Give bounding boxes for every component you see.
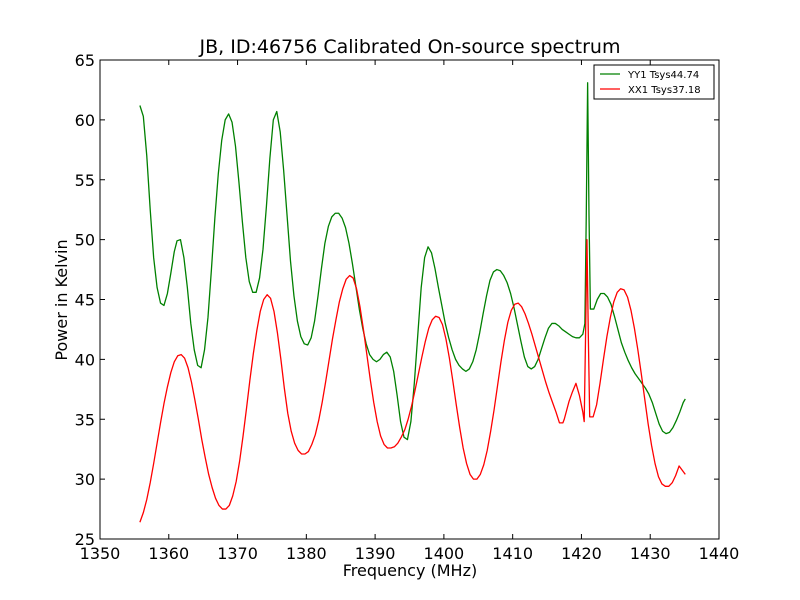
plot-area [100, 60, 719, 539]
x-tick-label: 1350 [80, 544, 121, 563]
legend: YY1 Tsys44.74 XX1 Tsys37.18 [593, 64, 715, 100]
y-tick-label: 50 [75, 231, 95, 250]
y-tick-label: 35 [75, 410, 95, 429]
y-tick-label: 30 [75, 470, 95, 489]
x-tick-label: 1430 [630, 544, 671, 563]
x-tick-label: 1390 [355, 544, 396, 563]
y-tick-label: 25 [75, 530, 95, 549]
y-tick-label: 65 [75, 51, 95, 70]
x-tick-label: 1440 [699, 544, 740, 563]
chart-title: JB, ID:46756 Calibrated On-source spectr… [199, 36, 621, 58]
y-tick-label: 55 [75, 171, 95, 190]
x-tick-label: 1360 [148, 544, 189, 563]
series-layer [139, 82, 686, 523]
x-tick-label: 1400 [424, 544, 465, 563]
tick-layer: 1350 1360 1370 1380 1390 1400 1410 1420 1430 1440… [75, 51, 740, 563]
x-axis-label: Frequency (MHz) [343, 561, 477, 580]
plot-frame [99, 59, 720, 540]
legend-box [593, 64, 715, 100]
series-line-yy1 [139, 82, 686, 441]
x-tick-label: 1420 [561, 544, 602, 563]
x-tick-label: 1410 [492, 544, 533, 563]
x-tick-label: 1380 [286, 544, 327, 563]
x-tick-label: 1370 [217, 544, 258, 563]
legend-label: YY1 Tsys44.74 [627, 70, 699, 81]
y-axis-label: Power in Kelvin [52, 239, 71, 360]
y-tick-label: 60 [75, 111, 95, 130]
legend-label: XX1 Tsys37.18 [628, 85, 701, 96]
y-tick-label: 45 [75, 291, 95, 310]
series-line-xx1 [139, 238, 686, 523]
y-tick-label: 40 [75, 350, 95, 369]
